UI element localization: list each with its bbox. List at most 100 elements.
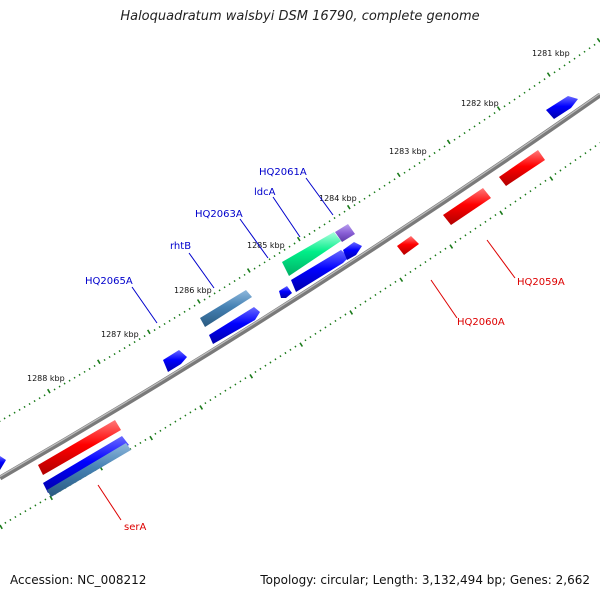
minor-tick: [369, 297, 372, 300]
gene-feature-sera[interactable]: [38, 420, 121, 475]
minor-tick: [278, 251, 281, 254]
minor-tick: [258, 264, 261, 267]
gene-label-sera[interactable]: serA: [124, 522, 146, 533]
minor-tick: [213, 292, 216, 295]
minor-tick: [323, 223, 326, 226]
minor-tick: [584, 152, 587, 155]
minor-tick: [519, 196, 522, 200]
gene-feature[interactable]: [279, 286, 292, 298]
gene-feature-hq2059a[interactable]: [499, 150, 545, 186]
minor-tick: [218, 289, 221, 292]
minor-tick: [418, 161, 421, 164]
kbp-label: 1281 kbp: [532, 49, 570, 58]
gene-feature[interactable]: [291, 250, 349, 292]
gene-feature-hq2063a[interactable]: [209, 307, 260, 344]
minor-tick: [518, 95, 521, 98]
forward-strand-features: [0, 96, 578, 497]
gene-feature[interactable]: [0, 456, 6, 470]
major-tick: [246, 268, 251, 273]
minor-tick: [8, 414, 11, 417]
gene-feature[interactable]: [343, 242, 362, 260]
minor-tick: [259, 367, 262, 370]
gene-feature[interactable]: [546, 96, 578, 119]
gene-feature-hq2061a[interactable]: [335, 224, 355, 242]
minor-tick: [423, 158, 426, 161]
minor-tick: [294, 345, 297, 348]
minor-tick: [38, 397, 41, 400]
outer-tick-ring: [0, 37, 600, 422]
minor-tick: [14, 515, 17, 519]
minor-tick: [319, 329, 322, 332]
minor-tick: [238, 276, 241, 279]
minor-tick: [203, 298, 206, 301]
gene-feature-hq2065a[interactable]: [163, 350, 187, 372]
minor-tick: [338, 213, 341, 216]
gene-label-ldca[interactable]: ldcA: [254, 187, 276, 198]
minor-tick: [23, 405, 26, 408]
minor-tick: [514, 200, 517, 203]
gene-feature-hq2059a[interactable]: [443, 188, 491, 225]
minor-tick: [374, 293, 377, 296]
minor-tick: [458, 135, 461, 138]
minor-tick: [174, 420, 177, 423]
minor-tick: [33, 400, 36, 403]
gene-feature-rhtb[interactable]: [200, 290, 252, 327]
minor-tick: [494, 214, 497, 217]
minor-tick: [589, 148, 592, 151]
minor-tick: [103, 358, 106, 362]
minor-tick: [219, 392, 222, 395]
gene-feature-hq2060a[interactable]: [397, 236, 419, 255]
minor-tick: [273, 255, 276, 258]
gene-feature[interactable]: [47, 443, 131, 497]
minor-tick: [253, 267, 256, 270]
minor-tick: [128, 344, 131, 347]
minor-tick: [9, 518, 12, 521]
minor-tick: [529, 190, 532, 193]
minor-tick: [314, 332, 317, 335]
minor-tick: [113, 353, 116, 356]
minor-tick: [209, 399, 212, 402]
minor-tick: [228, 283, 231, 286]
minor-tick: [18, 408, 21, 411]
major-tick: [446, 139, 451, 145]
minor-tick: [268, 258, 271, 261]
minor-tick: [469, 230, 472, 233]
gene-label-rhtb[interactable]: rhtB: [170, 241, 191, 252]
minor-tick: [444, 247, 447, 250]
major-tick: [196, 299, 201, 304]
minor-tick: [408, 168, 411, 171]
minor-tick: [293, 242, 296, 245]
minor-tick: [163, 322, 166, 326]
gene-label-hq2059a[interactable]: HQ2059A: [517, 277, 565, 288]
gene-labels: HQ2061A ldcA HQ2063A rhtB HQ2065A HQ2059…: [85, 167, 565, 533]
gene-label-hq2065a[interactable]: HQ2065A: [85, 276, 133, 287]
minor-tick: [274, 358, 277, 361]
gene-label-hq2060a[interactable]: HQ2060A: [457, 317, 505, 328]
minor-tick: [184, 414, 187, 417]
minor-tick: [478, 122, 481, 125]
gene-feature[interactable]: [43, 436, 129, 493]
minor-tick: [123, 347, 126, 350]
minor-tick: [389, 284, 392, 287]
minor-tick: [254, 370, 257, 373]
minor-tick: [169, 423, 172, 426]
gene-feature-ldca[interactable]: [282, 232, 341, 276]
minor-tick: [409, 270, 412, 273]
minor-tick: [194, 408, 197, 411]
gene-label-hq2061a[interactable]: HQ2061A: [259, 167, 307, 178]
gene-label-hq2063a[interactable]: HQ2063A: [195, 209, 243, 220]
minor-tick: [363, 197, 366, 200]
major-tick: [399, 277, 404, 283]
minor-tick: [558, 67, 561, 70]
minor-tick: [173, 316, 176, 319]
minor-tick: [578, 54, 581, 57]
minor-tick: [404, 274, 407, 277]
minor-tick: [554, 172, 557, 175]
minor-tick: [224, 389, 227, 392]
major-tick: [449, 244, 454, 249]
minor-tick: [88, 367, 91, 370]
kbp-label: 1282 kbp: [461, 99, 499, 108]
minor-tick: [328, 220, 331, 223]
minor-tick: [68, 379, 71, 382]
minor-tick: [229, 386, 232, 389]
